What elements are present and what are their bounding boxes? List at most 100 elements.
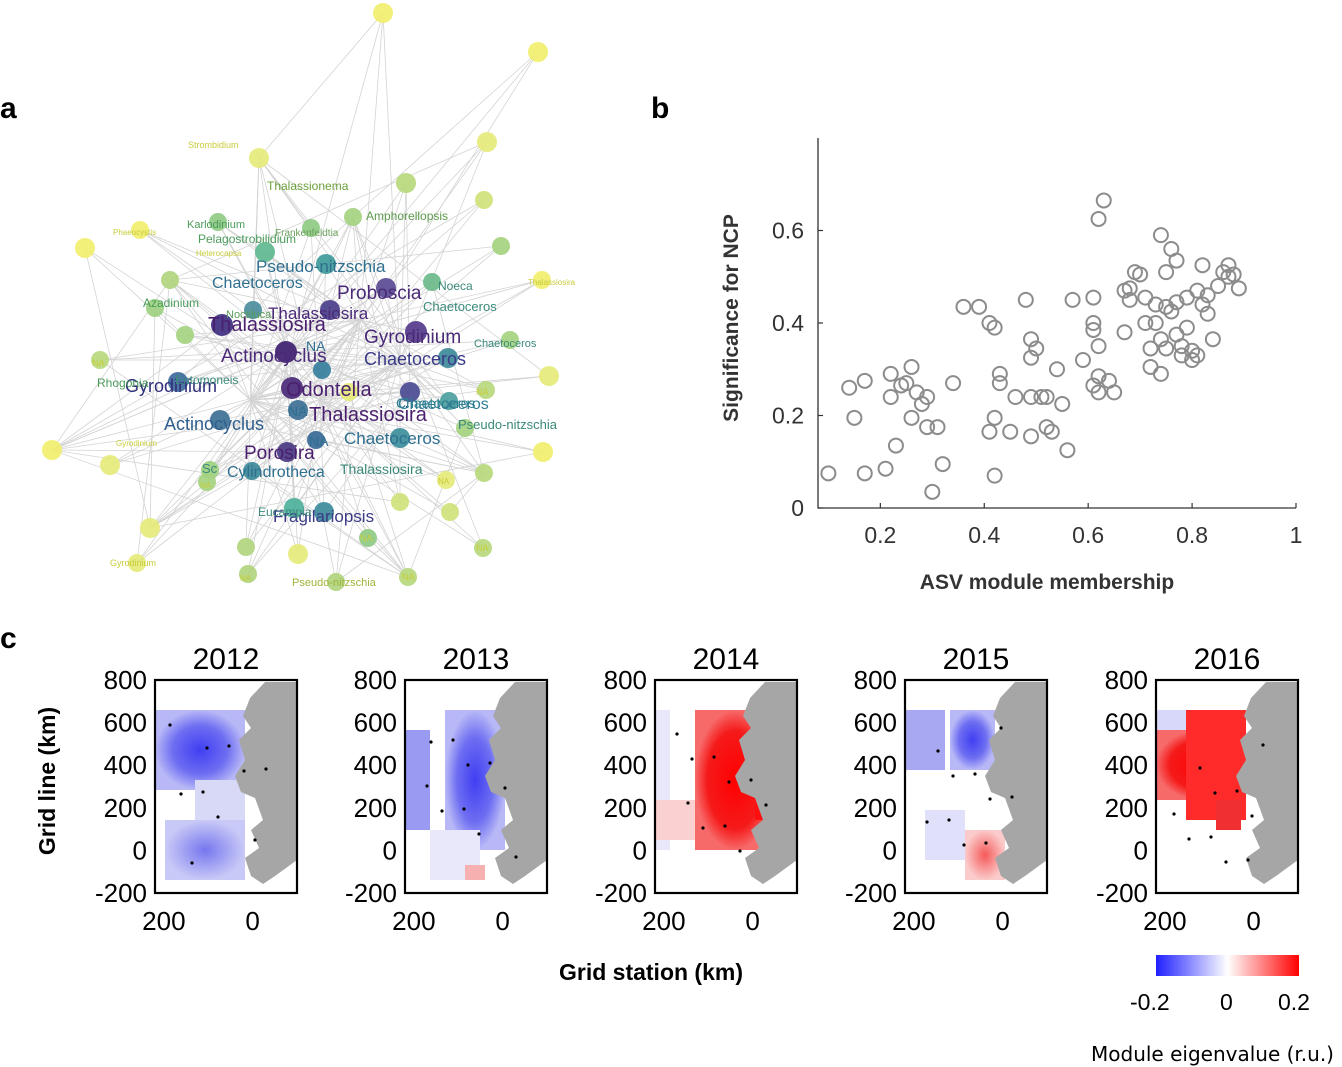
station-dot xyxy=(1246,858,1250,862)
network-node xyxy=(501,331,519,349)
network-label-small: NA xyxy=(402,572,415,582)
station-dot xyxy=(451,738,455,742)
network-label-small: Heterocapsa xyxy=(196,249,242,258)
network-label-small: Rhogonia xyxy=(97,376,149,390)
network-node xyxy=(376,278,396,298)
scatter-ylabel: Significance for NCP xyxy=(720,214,743,422)
map-y-tick-label: 200 xyxy=(104,793,147,823)
network-edge xyxy=(321,359,401,371)
scatter-point xyxy=(1023,428,1040,445)
network-edge xyxy=(249,399,299,555)
network-edge xyxy=(319,399,369,539)
network-edge xyxy=(136,319,361,564)
network-node xyxy=(237,538,255,556)
network-edge xyxy=(249,399,451,513)
network-label-small: Karlodinium xyxy=(187,219,245,231)
scatter-point xyxy=(1137,315,1154,331)
y-tick-label: 0.2 xyxy=(772,403,804,429)
network-edge xyxy=(149,357,449,529)
network-node xyxy=(255,242,275,262)
scatter-point xyxy=(1189,347,1206,364)
network-edge xyxy=(319,391,411,401)
network-node xyxy=(340,383,358,401)
map-y-tick-label: -200 xyxy=(345,878,397,908)
map-y-tick-label: -200 xyxy=(595,878,647,908)
network-label-small: Phaeocystis xyxy=(113,228,156,237)
scatter-point xyxy=(1189,282,1206,299)
network-label-large: Gyrodinium xyxy=(364,327,461,348)
colorbar-min-label: -0.2 xyxy=(1130,989,1170,1015)
scatter-point xyxy=(1142,340,1159,357)
map-y-tick-label: 0 xyxy=(883,835,897,865)
station-dot xyxy=(999,726,1003,730)
network-node xyxy=(288,544,308,564)
network-edge xyxy=(206,319,361,483)
scatter-point xyxy=(986,467,1003,484)
network-label-large: Chaetoceros xyxy=(364,349,466,369)
scatter-point xyxy=(877,460,894,477)
scatter-point xyxy=(1147,315,1164,331)
network-node xyxy=(313,361,331,379)
scatter-point xyxy=(986,409,1003,426)
panel-label-b: b xyxy=(651,92,670,125)
network-edge xyxy=(249,399,484,549)
coastline xyxy=(235,682,297,884)
eigenvalue-field xyxy=(155,710,245,790)
network-edge xyxy=(249,399,409,578)
network-label-large: NA xyxy=(309,433,329,449)
station-dot xyxy=(727,780,731,784)
station-dot xyxy=(1010,795,1014,799)
map-y-tick-label: -200 xyxy=(845,878,897,908)
eigenvalue-field xyxy=(465,865,485,880)
scatter-point xyxy=(1017,291,1034,308)
network-node xyxy=(239,565,257,583)
scatter-point xyxy=(986,319,1003,336)
x-tick-label: 0.6 xyxy=(1072,522,1104,548)
network-edge xyxy=(348,391,409,578)
network-edge xyxy=(335,319,361,583)
network-edge xyxy=(251,319,361,472)
network-edge xyxy=(285,339,511,353)
network-label-small: Noctiluca xyxy=(226,309,272,321)
map-y-tick-label: 800 xyxy=(604,665,647,695)
network-label-small: Azadinium xyxy=(143,296,199,310)
map-x-tick-label: 0 xyxy=(245,906,259,936)
map-frame xyxy=(903,678,1049,895)
scatter-point xyxy=(1090,384,1107,401)
network-edge xyxy=(149,451,544,529)
y-tick-label: 0.4 xyxy=(772,310,804,336)
eigenvalue-field xyxy=(655,800,695,840)
station-dot xyxy=(477,832,481,836)
network-node xyxy=(474,539,492,557)
network-label-large: Chaetoceros xyxy=(344,429,440,448)
scatter-point xyxy=(1028,340,1045,357)
network-label-small: Chaetoceros xyxy=(396,395,475,411)
scatter-point xyxy=(1043,423,1060,440)
station-dot xyxy=(1235,789,1239,793)
network-edge xyxy=(99,319,361,361)
scatter-point xyxy=(1204,331,1221,348)
network-edge xyxy=(367,537,409,578)
scatter-point xyxy=(898,375,915,392)
map-y-tick-label: 400 xyxy=(604,750,647,780)
station-dot xyxy=(764,803,768,807)
coastline xyxy=(985,682,1047,884)
network-node xyxy=(128,554,146,572)
panel-label-a: a xyxy=(0,92,17,125)
network-edge xyxy=(169,279,409,578)
network-edge xyxy=(319,51,539,401)
network-node xyxy=(399,568,417,586)
station-dot xyxy=(216,815,220,819)
scatter-point xyxy=(1210,278,1227,294)
map-y-tick-label: 600 xyxy=(854,708,897,738)
network-node xyxy=(314,502,334,522)
map-y-tick-label: 600 xyxy=(104,708,147,738)
scatter-point xyxy=(1090,368,1107,385)
network-edge xyxy=(352,216,484,549)
map-year-title: 2015 xyxy=(943,643,1010,676)
station-dot xyxy=(988,797,992,801)
network-edge xyxy=(247,391,411,575)
scatter-point xyxy=(934,456,951,473)
network-edge xyxy=(99,349,291,361)
